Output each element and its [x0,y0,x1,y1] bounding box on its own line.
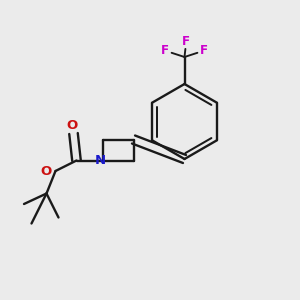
Text: F: F [182,35,190,48]
Text: N: N [94,154,106,167]
Text: F: F [200,44,208,57]
Text: O: O [66,118,78,132]
Text: O: O [40,165,52,178]
Text: F: F [161,44,169,57]
